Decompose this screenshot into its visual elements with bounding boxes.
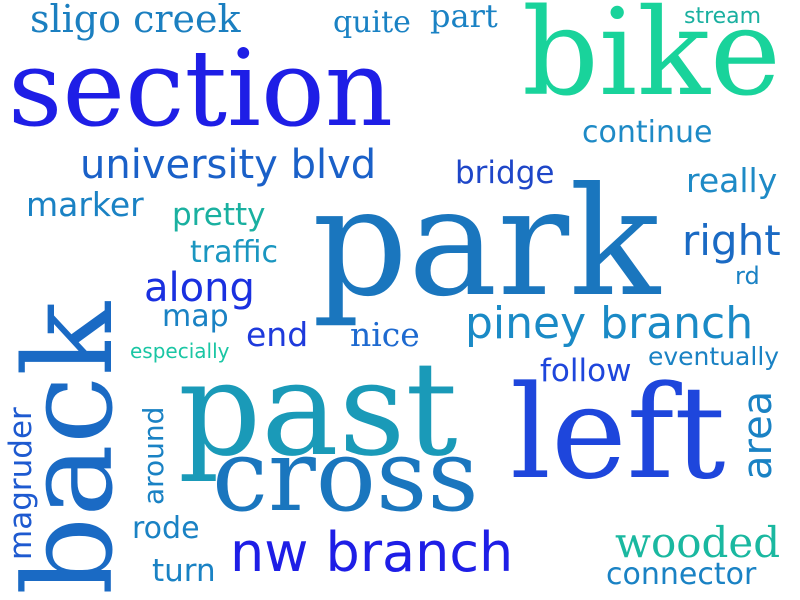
word-right: right	[682, 216, 781, 265]
word-part: part	[430, 0, 498, 35]
word-area: area	[735, 390, 781, 480]
word-bike: bike	[522, 0, 781, 123]
word-pretty: pretty	[172, 197, 266, 233]
word-along: along	[144, 265, 255, 311]
word-park: park	[312, 156, 661, 330]
word-magruder: magruder	[3, 407, 39, 560]
word-rode: rode	[132, 511, 200, 546]
word-past: past	[178, 333, 458, 485]
word-nice: nice	[350, 315, 420, 354]
word-cross: cross	[212, 417, 479, 534]
word-eventually: eventually	[648, 342, 780, 371]
word-sligo-creek: sligo creek	[30, 0, 241, 41]
word-section: section	[8, 27, 394, 150]
word-piney-branch: piney branch	[465, 298, 754, 349]
word-bridge: bridge	[455, 155, 555, 191]
word-traffic: traffic	[190, 235, 278, 270]
word-follow: follow	[540, 353, 632, 389]
word-end: end	[246, 315, 309, 354]
word-left: left	[510, 359, 726, 508]
word-especially: especially	[130, 339, 230, 363]
word-connector: connector	[606, 557, 757, 592]
word-around: around	[137, 406, 170, 505]
word-stream: stream	[684, 4, 762, 29]
word-map: map	[162, 299, 229, 334]
word-really: really	[686, 161, 778, 200]
word-wooded: wooded	[615, 518, 781, 567]
word-rd: rd	[735, 262, 760, 290]
word-nw-branch: nw branch	[230, 521, 514, 584]
word-quite: quite	[333, 5, 411, 40]
word-continue: continue	[582, 115, 713, 150]
word-marker: marker	[26, 185, 144, 224]
word-turn: turn	[152, 553, 216, 589]
word-university-blvd: university blvd	[80, 142, 377, 188]
